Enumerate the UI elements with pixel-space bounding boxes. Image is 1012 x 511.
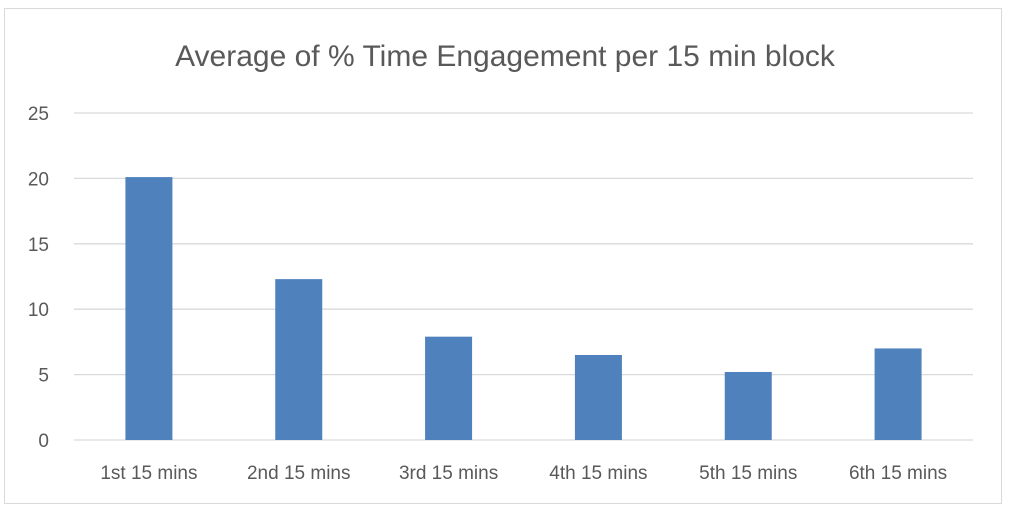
x-tick-label-3: 3rd 15 mins bbox=[399, 463, 498, 484]
x-tick-label-4: 4th 15 mins bbox=[549, 463, 647, 484]
bar-5 bbox=[724, 371, 772, 440]
y-tick-label-25: 25 bbox=[28, 104, 49, 125]
x-axis-tick-labels: 1st 15 mins 2nd 15 mins 3rd 15 mins 4th 15 … bbox=[100, 463, 947, 484]
bars bbox=[125, 177, 922, 441]
bar-3 bbox=[425, 336, 473, 440]
y-tick-label-0: 0 bbox=[38, 431, 49, 452]
y-tick-label-20: 20 bbox=[28, 169, 49, 190]
bar-4 bbox=[574, 354, 622, 440]
chart-title: Average of % Time Engagement per 15 min … bbox=[175, 40, 836, 73]
y-tick-label-5: 5 bbox=[38, 366, 49, 387]
y-tick-label-15: 15 bbox=[28, 235, 49, 256]
x-tick-label-1: 1st 15 mins bbox=[100, 463, 197, 484]
x-tick-label-2: 2nd 15 mins bbox=[247, 463, 351, 484]
bar-6 bbox=[874, 348, 922, 440]
x-tick-label-6: 6th 15 mins bbox=[849, 463, 947, 484]
bar-2 bbox=[275, 279, 323, 440]
y-axis-tick-labels: 0 5 10 15 20 25 bbox=[28, 104, 49, 452]
bar-1 bbox=[125, 177, 173, 441]
grid-lines bbox=[74, 112, 973, 441]
y-tick-label-10: 10 bbox=[28, 300, 49, 321]
x-tick-label-5: 5th 15 mins bbox=[699, 463, 797, 484]
